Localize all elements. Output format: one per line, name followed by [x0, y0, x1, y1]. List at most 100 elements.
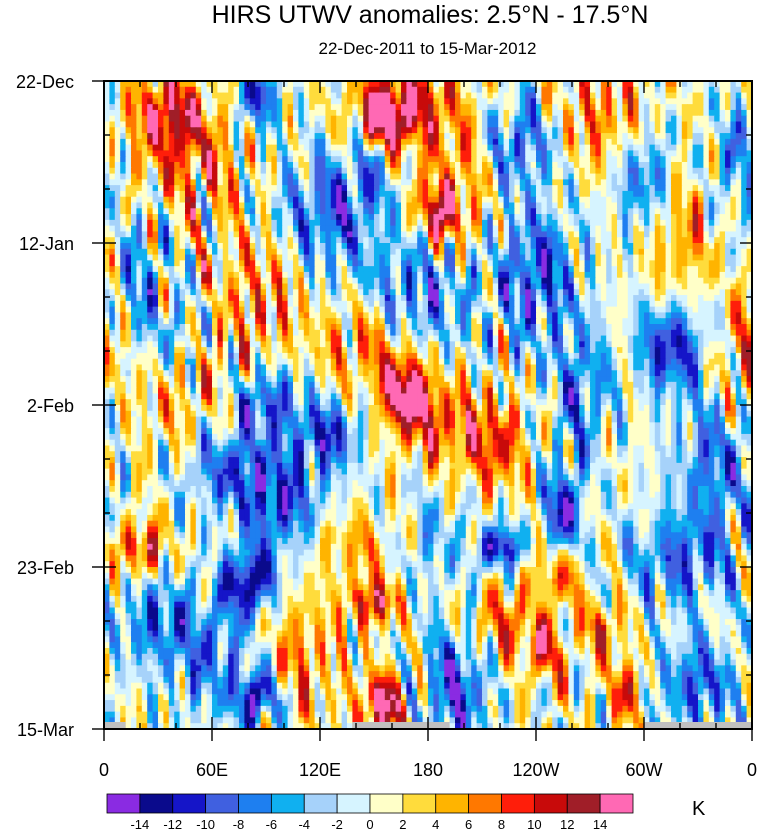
heatmap-cell: [406, 306, 413, 314]
heatmap-cell: [244, 167, 251, 175]
heatmap-cell: [131, 260, 137, 267]
heatmap-cell: [482, 289, 488, 296]
heatmap-cell: [611, 133, 618, 140]
heatmap-cell: [395, 271, 402, 279]
heatmap-cell: [336, 254, 343, 261]
heatmap-cell: [206, 277, 213, 285]
heatmap-cell: [298, 260, 305, 267]
heatmap-cell: [330, 237, 337, 244]
heatmap-cell: [330, 86, 337, 94]
heatmap-cell: [336, 225, 343, 233]
heatmap-cell: [120, 283, 127, 290]
heatmap-cell: [341, 109, 348, 117]
heatmap-cell: [449, 295, 456, 302]
heatmap-cell: [455, 312, 461, 319]
heatmap-cell: [428, 300, 434, 308]
heatmap-cell: [109, 133, 116, 140]
heatmap-cell: [347, 144, 353, 152]
heatmap-cell: [590, 109, 596, 117]
heatmap-cell: [460, 162, 467, 169]
heatmap-cell: [147, 254, 154, 261]
heatmap-cell: [228, 237, 235, 244]
heatmap-cell: [449, 127, 456, 134]
heatmap-cell: [498, 121, 505, 128]
heatmap-cell: [600, 109, 607, 117]
heatmap-cell: [136, 179, 143, 186]
heatmap-cell: [509, 109, 515, 117]
heatmap-cell: [703, 196, 710, 204]
heatmap-cell: [401, 300, 407, 308]
heatmap-cell: [698, 185, 704, 192]
heatmap-cell: [131, 277, 137, 285]
heatmap-cell: [163, 300, 170, 308]
heatmap-cell: [465, 231, 472, 238]
heatmap-cell: [725, 104, 731, 111]
heatmap-cell: [482, 295, 488, 302]
heatmap-cell: [282, 225, 289, 233]
heatmap-cell: [746, 81, 753, 88]
heatmap-cell: [617, 92, 623, 99]
heatmap-cell: [217, 138, 224, 146]
heatmap-cell: [260, 248, 267, 256]
heatmap-cell: [568, 248, 575, 256]
heatmap-cell: [287, 162, 294, 169]
heatmap-cell: [260, 271, 267, 279]
heatmap-cell: [660, 92, 667, 99]
heatmap-cell: [730, 162, 737, 169]
heatmap-cell: [654, 173, 661, 180]
heatmap-cell: [471, 185, 478, 192]
heatmap-cell: [546, 138, 553, 146]
heatmap-cell: [131, 144, 137, 152]
heatmap-cell: [568, 150, 575, 157]
heatmap-cell: [557, 115, 564, 123]
heatmap-cell: [444, 243, 451, 250]
heatmap-cell: [509, 150, 515, 157]
heatmap-cell: [147, 185, 154, 192]
heatmap-cell: [622, 162, 629, 169]
heatmap-cell: [644, 225, 650, 233]
heatmap-cell: [244, 289, 251, 296]
heatmap-cell: [125, 295, 132, 302]
heatmap-cell: [271, 219, 278, 227]
heatmap-cell: [498, 179, 505, 186]
heatmap-cell: [676, 167, 683, 175]
heatmap-cell: [503, 225, 510, 233]
heatmap-cell: [541, 190, 548, 198]
heatmap-cell: [260, 81, 267, 88]
heatmap-cell: [293, 214, 299, 221]
heatmap-cell: [498, 283, 505, 290]
heatmap-cell: [708, 300, 715, 308]
heatmap-cell: [536, 208, 542, 215]
heatmap-cell: [168, 150, 175, 157]
heatmap-cell: [568, 306, 575, 314]
heatmap-cell: [271, 115, 278, 123]
heatmap-cell: [503, 127, 510, 134]
heatmap-cell: [147, 138, 154, 146]
heatmap-cell: [298, 214, 305, 221]
heatmap-cell: [217, 318, 224, 325]
heatmap-cell: [676, 214, 683, 221]
heatmap-cell: [233, 277, 240, 285]
heatmap-cell: [158, 208, 164, 215]
heatmap-cell: [503, 277, 510, 285]
heatmap-cell: [390, 219, 397, 227]
heatmap-cell: [201, 86, 208, 94]
heatmap-cell: [698, 133, 704, 140]
heatmap-cell: [309, 98, 316, 105]
heatmap-cell: [147, 115, 154, 123]
heatmap-cell: [109, 104, 116, 111]
heatmap-cell: [509, 179, 515, 186]
heatmap-cell: [271, 162, 278, 169]
heatmap-cell: [584, 312, 591, 319]
heatmap-cell: [654, 104, 661, 111]
heatmap-cell: [590, 104, 596, 111]
heatmap-cell: [368, 98, 375, 105]
heatmap-cell: [638, 219, 645, 227]
heatmap-cell: [719, 104, 726, 111]
heatmap-cell: [676, 277, 683, 285]
heatmap-cell: [395, 202, 402, 209]
heatmap-cell: [293, 277, 299, 285]
heatmap-cell: [293, 266, 299, 273]
heatmap-cell: [644, 144, 650, 152]
heatmap-cell: [671, 295, 677, 302]
